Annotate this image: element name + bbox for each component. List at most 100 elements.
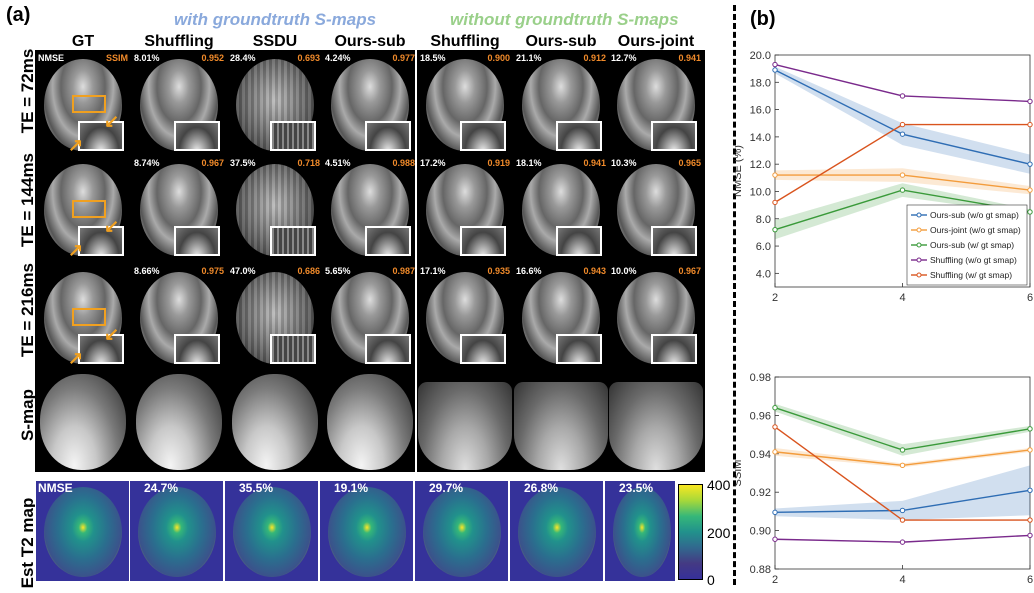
arrow-icon: ↙ [104,216,120,236]
zoom-inset [78,121,124,151]
ssim-value: 0.912 [583,53,606,63]
nmse-value: 21.1% [516,53,542,63]
colorbar-tick-200: 200 [707,525,731,541]
ssim-value: 0.943 [583,266,606,276]
t2-nmse-value: 24.7% [144,481,179,495]
data-point [899,131,906,137]
nmse-value: 17.1% [420,266,446,276]
x-axis-label: Number of ky lines in the center [818,588,987,590]
image-ssdu-row3: 47.0% 0.686 [228,264,322,368]
nmse-value: 5.65% [325,266,351,276]
nmse-value: 12.7% [611,53,637,63]
panel-b-label: (b) [750,8,776,30]
t2-nmse-value: 26.8% [524,481,559,495]
ssim-value: 0.975 [201,266,224,276]
t2-brain-image [613,487,671,577]
smap-image [40,374,126,470]
legend-marker [916,242,922,248]
image-ours-joint-row2: 10.3% 0.965 [609,156,703,260]
series-band-2 [775,183,1030,240]
smap-image [327,374,413,470]
ssim-value: 0.967 [678,266,701,276]
ssim-value: 0.977 [392,53,415,63]
column-header-ssdu: SSDU [252,33,298,50]
t2-nmse-value: NMSE [38,481,73,495]
panel-b-charts: 4.0 6.0 8.0 10.0 12.0 14.0 16.0 18.0 20.0 2 4 6 NMSE… [735,50,1033,590]
y-tick-label: 8.0 [756,214,771,226]
colorbar-tick-0: 0 [707,572,715,588]
image-ours-joint-row3: 10.0% 0.967 [609,264,703,368]
ssim-value: 0.919 [487,158,510,168]
x-tick-label: 2 [772,292,778,304]
y-tick-label: 0.90 [750,526,771,538]
t2-nmse-value: 29.7% [429,481,464,495]
image-shuffling-nogt-row2: 17.2% 0.919 [418,156,512,260]
smap-ssdu [228,370,322,470]
t2map-shuffling: 24.7% [130,481,223,581]
zoom-inset [651,334,697,364]
ssim-chart: 0.88 0.90 0.92 0.94 0.96 0.98 2 4 6 SSIM Number of… [735,372,1033,590]
nmse-value: 28.4% [230,53,256,63]
data-point [772,67,778,73]
t2map-ssdu: 35.5% [225,481,318,581]
zoom-inset [365,121,411,151]
data-point [772,509,778,516]
legend-marker [916,272,922,278]
y-tick-label: 6.0 [756,241,771,253]
colorbar-tick-400: 400 [707,477,731,493]
ssim-value: 0.686 [297,266,320,276]
smap-gt [36,370,130,470]
image-ours-joint-row1: 12.7% 0.941 [609,51,703,155]
colorbar [678,484,703,580]
y-tick-label: 10.0 [750,186,771,198]
x-tick-label: 2 [772,574,778,586]
column-header-ours-sub-nogt: Ours-sub [525,33,597,50]
image-ssdu-row2: 37.5% 0.718 [228,156,322,260]
t2-nmse-value: 35.5% [239,481,274,495]
image-ours-sub-nogt-row1: 21.1% 0.912 [514,51,608,155]
image-shuffling-row3: 8.66% 0.975 [132,264,226,368]
t2-brain-image [138,487,216,577]
y-tick-label: 18.0 [750,77,771,89]
y-tick-label: 0.92 [750,487,771,499]
data-point [899,187,906,193]
t2-brain-image [44,487,122,577]
data-point [1027,517,1033,523]
data-point [899,462,906,469]
nmse-value: 4.51% [325,158,351,168]
image-ours-sub-nogt-row2: 18.1% 0.941 [514,156,608,260]
column-header-shuffling-nogt: Shuffling [430,33,500,50]
x-tick-label: 6 [1027,292,1033,304]
legend-label: Shuffling (w/ gt smap) [930,270,1012,280]
data-point [899,121,906,128]
ssim-value: 0.987 [392,266,415,276]
image-gt-row2: ↙ ↗ [36,156,130,260]
ssim-value: 0.967 [201,158,224,168]
data-point [899,172,906,178]
data-point [1027,487,1033,493]
arrow-icon: ↗ [68,348,84,368]
nmse-value: NMSE [38,53,65,63]
data-point [1027,121,1033,128]
t2-brain-image [233,487,311,577]
zoom-inset [174,334,220,364]
smap-image [136,374,222,470]
legend-label: Ours-joint (w/o gt smap) [930,225,1021,235]
image-shuffling-row2: 8.74% 0.967 [132,156,226,260]
smap-shuffling [132,370,226,470]
data-point [1027,532,1033,539]
data-point [1027,98,1033,105]
ssim-value: SSIM [105,53,128,63]
data-point [899,507,906,514]
t2-nmse-value: 19.1% [334,481,369,495]
series-band-0 [775,66,1030,174]
ssim-value: 0.935 [487,266,510,276]
legend-marker [916,257,922,263]
zoom-inset [460,334,506,364]
t2map-shuffling-nogt: 29.7% [415,481,508,581]
nmse-value: 10.0% [611,266,637,276]
data-point [899,539,906,545]
image-shuffling-nogt-row3: 17.1% 0.935 [418,264,512,368]
image-gt-row1: ↙ ↗ NMSE SSIM [36,51,130,155]
zoom-inset [270,226,316,256]
